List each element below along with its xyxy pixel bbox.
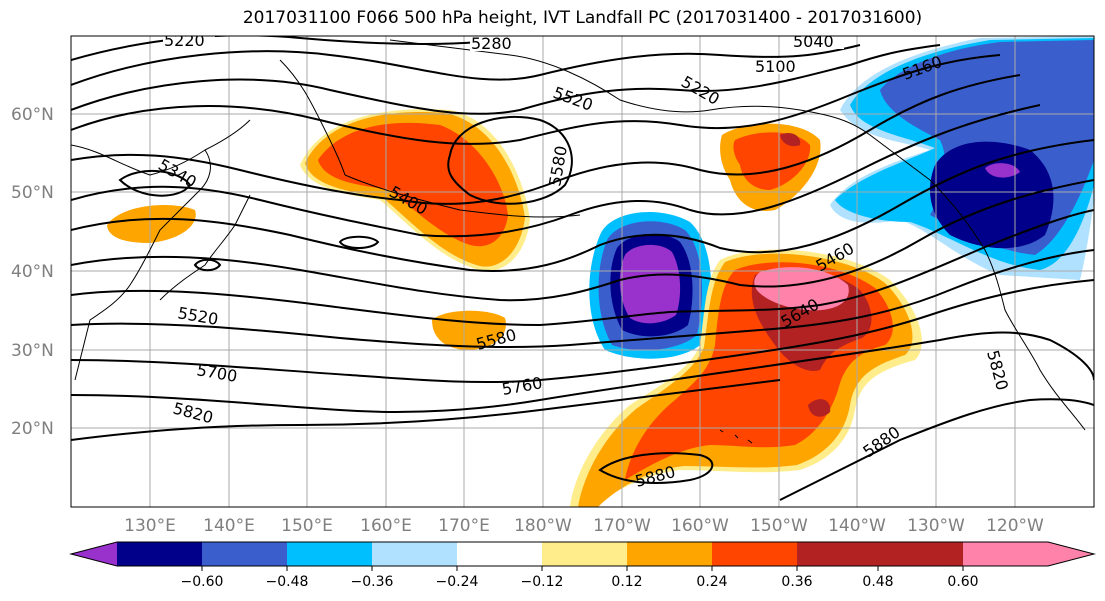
graticule [71,36,1094,507]
colorbar-tick-label: 0.36 [781,574,812,590]
colorbar-segment [457,542,542,566]
colorbar-tick-label: −0.24 [436,574,479,590]
colorbar-tick-label: −0.48 [266,574,309,590]
colorbar-tick-label: −0.12 [521,574,564,590]
contour-label: 5280 [471,34,512,53]
colorbar-segment [117,542,202,566]
colorbar-tick-labels: −0.60 −0.48 −0.36 −0.24 −0.12 0.12 0.24 … [181,574,979,590]
colorbar-tick-label: 0.60 [947,574,978,590]
colorbar-tick-label: −0.60 [181,574,224,590]
map-border [70,35,1095,508]
colorbar-tick-label: 0.12 [611,574,642,590]
coastlines [71,39,1086,444]
lat-label: 60°N [11,105,54,125]
latitude-labels: 20°N 30°N 40°N 50°N 60°N [11,105,54,439]
lon-label: 130°W [907,516,965,536]
colorbar: −0.60 −0.48 −0.36 −0.24 −0.12 0.12 0.24 … [69,541,1096,590]
colorbar-low-extend [71,542,117,566]
lon-label: 170°W [593,516,651,536]
lon-label: 160°E [360,516,412,536]
colorbar-segment [372,542,457,566]
longitude-labels: 130°E 140°E 150°E 160°E 170°E 180°W 170°… [124,516,1044,536]
colorbar-segment [963,542,1048,566]
lon-label: 120°W [986,516,1044,536]
lon-label: 140°W [828,516,886,536]
colorbar-ticks [201,566,964,571]
map-title: 2017031100 F066 500 hPa height, IVT Land… [242,8,923,28]
contour-label: 5040 [793,32,834,51]
colorbar-segment [287,542,372,566]
colorbar-tick-label: 0.48 [862,574,893,590]
lat-label: 40°N [11,262,54,282]
colorbar-segment [542,542,627,566]
height-contours [71,36,1094,501]
lon-label: 160°W [671,516,729,536]
lat-label: 20°N [11,419,54,439]
lon-label: 180°W [514,516,572,536]
lon-label: 140°E [203,516,255,536]
lat-label: 50°N [11,183,54,203]
lat-label: 30°N [11,341,54,361]
colorbar-high-extend [1048,542,1094,566]
colorbar-segment [202,542,287,566]
contour-label: 5100 [755,57,796,76]
lon-label: 150°W [750,516,808,536]
lon-label: 150°E [281,516,333,536]
contour-label: 5220 [164,31,205,50]
colorbar-tick-label: −0.36 [351,574,394,590]
lon-label: 130°E [124,516,176,536]
lon-label: 170°E [438,516,490,536]
colorbar-segment [878,542,963,566]
colorbar-outline [69,541,1096,567]
ivt-shading [107,36,1094,507]
colorbar-segment [712,542,797,566]
colorbar-tick-label: 0.24 [696,574,727,590]
colorbar-segment [627,542,712,566]
colorbar-segment [797,542,882,566]
